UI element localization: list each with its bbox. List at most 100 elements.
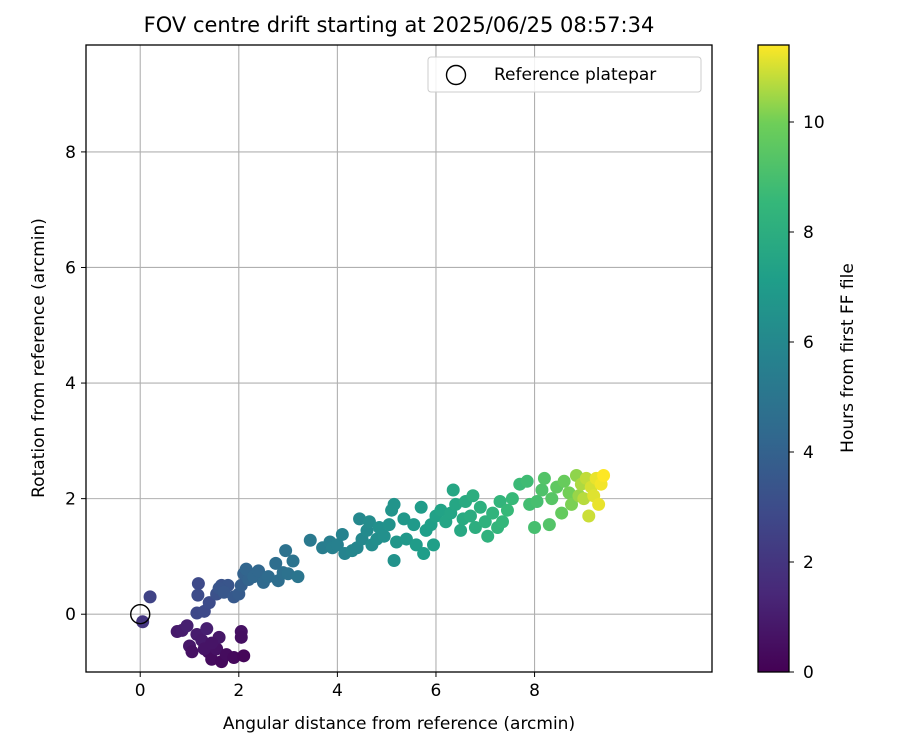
data-point bbox=[473, 500, 487, 514]
data-point bbox=[493, 495, 507, 509]
reference-point bbox=[130, 604, 151, 625]
data-points bbox=[136, 469, 611, 669]
data-point bbox=[252, 564, 266, 578]
data-point bbox=[592, 497, 606, 511]
legend-label: Reference platepar bbox=[494, 65, 656, 85]
data-point bbox=[500, 503, 514, 517]
data-point bbox=[466, 489, 480, 503]
data-point bbox=[582, 509, 596, 523]
data-point bbox=[417, 547, 431, 561]
data-point bbox=[335, 527, 349, 541]
data-point bbox=[557, 474, 571, 488]
data-point bbox=[545, 492, 559, 506]
x-tick-label: 4 bbox=[332, 681, 343, 701]
data-point bbox=[382, 518, 396, 532]
colorbar-gradient bbox=[757, 44, 790, 673]
colorbar-tick-label: 6 bbox=[803, 333, 814, 353]
x-tick-label: 8 bbox=[529, 681, 540, 701]
data-point bbox=[237, 649, 251, 663]
data-point bbox=[407, 518, 421, 532]
colorbar-tick-label: 4 bbox=[803, 443, 814, 463]
data-point bbox=[390, 535, 404, 549]
data-point bbox=[205, 636, 219, 650]
data-point bbox=[555, 506, 569, 520]
data-point bbox=[205, 652, 219, 666]
reference-marker bbox=[130, 604, 151, 625]
data-point bbox=[434, 503, 448, 517]
y-tick-label: 6 bbox=[65, 258, 76, 278]
data-point bbox=[530, 495, 544, 509]
data-point bbox=[481, 529, 495, 543]
data-point bbox=[542, 518, 556, 532]
data-point bbox=[387, 497, 401, 511]
colorbar-tick-label: 8 bbox=[803, 223, 814, 243]
data-point bbox=[496, 515, 510, 529]
y-tick-label: 8 bbox=[65, 143, 76, 163]
data-point bbox=[330, 538, 344, 552]
data-point bbox=[486, 506, 500, 520]
legend-marker bbox=[445, 64, 467, 86]
colorbar-tick-label: 0 bbox=[803, 663, 814, 683]
colorbar-ticks: 0 2 4 6 8 10 bbox=[789, 113, 825, 683]
data-point bbox=[565, 497, 579, 511]
data-point bbox=[362, 515, 376, 529]
data-point bbox=[597, 469, 611, 483]
data-point bbox=[180, 619, 194, 633]
data-point bbox=[562, 486, 576, 500]
data-point bbox=[286, 554, 300, 568]
plot-frame bbox=[85, 44, 713, 673]
data-point bbox=[414, 500, 428, 514]
x-axis-ticks: 0 2 4 6 8 bbox=[135, 672, 540, 701]
data-point bbox=[202, 596, 216, 610]
data-point bbox=[353, 512, 367, 526]
data-point bbox=[427, 538, 441, 552]
data-point bbox=[291, 570, 305, 584]
data-point bbox=[136, 615, 150, 629]
data-point bbox=[387, 553, 401, 567]
data-point bbox=[269, 556, 283, 570]
data-point bbox=[449, 497, 463, 511]
data-point bbox=[454, 523, 468, 537]
legend-box bbox=[427, 56, 702, 93]
data-point bbox=[463, 509, 477, 523]
data-point bbox=[281, 567, 295, 581]
data-point bbox=[191, 577, 205, 591]
data-point bbox=[409, 538, 423, 552]
data-point bbox=[279, 544, 293, 558]
chart-title: FOV centre drift starting at 2025/06/25 … bbox=[144, 13, 655, 37]
data-point bbox=[478, 515, 492, 529]
colorbar-tick-label: 10 bbox=[803, 113, 825, 133]
data-point bbox=[399, 532, 413, 546]
x-tick-label: 6 bbox=[431, 681, 442, 701]
y-tick-label: 0 bbox=[65, 605, 76, 625]
data-point bbox=[537, 471, 551, 485]
data-point bbox=[577, 492, 591, 506]
x-tick-label: 0 bbox=[135, 681, 146, 701]
data-point bbox=[377, 529, 391, 543]
legend: Reference platepar bbox=[427, 56, 702, 93]
y-tick-label: 2 bbox=[65, 490, 76, 510]
data-point bbox=[446, 483, 460, 497]
data-point bbox=[397, 512, 411, 526]
colorbar-label: Hours from first FF file bbox=[838, 263, 858, 453]
data-point bbox=[227, 651, 241, 665]
data-point bbox=[234, 630, 248, 644]
y-axis-ticks: 0 2 4 6 8 bbox=[65, 143, 86, 625]
data-point bbox=[185, 645, 199, 659]
data-point bbox=[261, 570, 275, 584]
x-axis-label: Angular distance from reference (arcmin) bbox=[223, 714, 575, 734]
data-point bbox=[217, 585, 231, 599]
data-point bbox=[200, 622, 214, 636]
data-point bbox=[528, 521, 542, 535]
colorbar-tick-label: 2 bbox=[803, 553, 814, 573]
data-point bbox=[303, 533, 317, 547]
data-point bbox=[535, 483, 549, 497]
colorbar: 0 2 4 6 8 10 Hours from first FF file bbox=[757, 44, 858, 683]
data-point bbox=[143, 590, 157, 604]
grid-lines bbox=[86, 45, 712, 672]
y-tick-label: 4 bbox=[65, 374, 76, 394]
y-axis-label: Rotation from reference (arcmin) bbox=[29, 218, 49, 498]
data-point bbox=[505, 492, 519, 506]
data-point bbox=[468, 521, 482, 535]
